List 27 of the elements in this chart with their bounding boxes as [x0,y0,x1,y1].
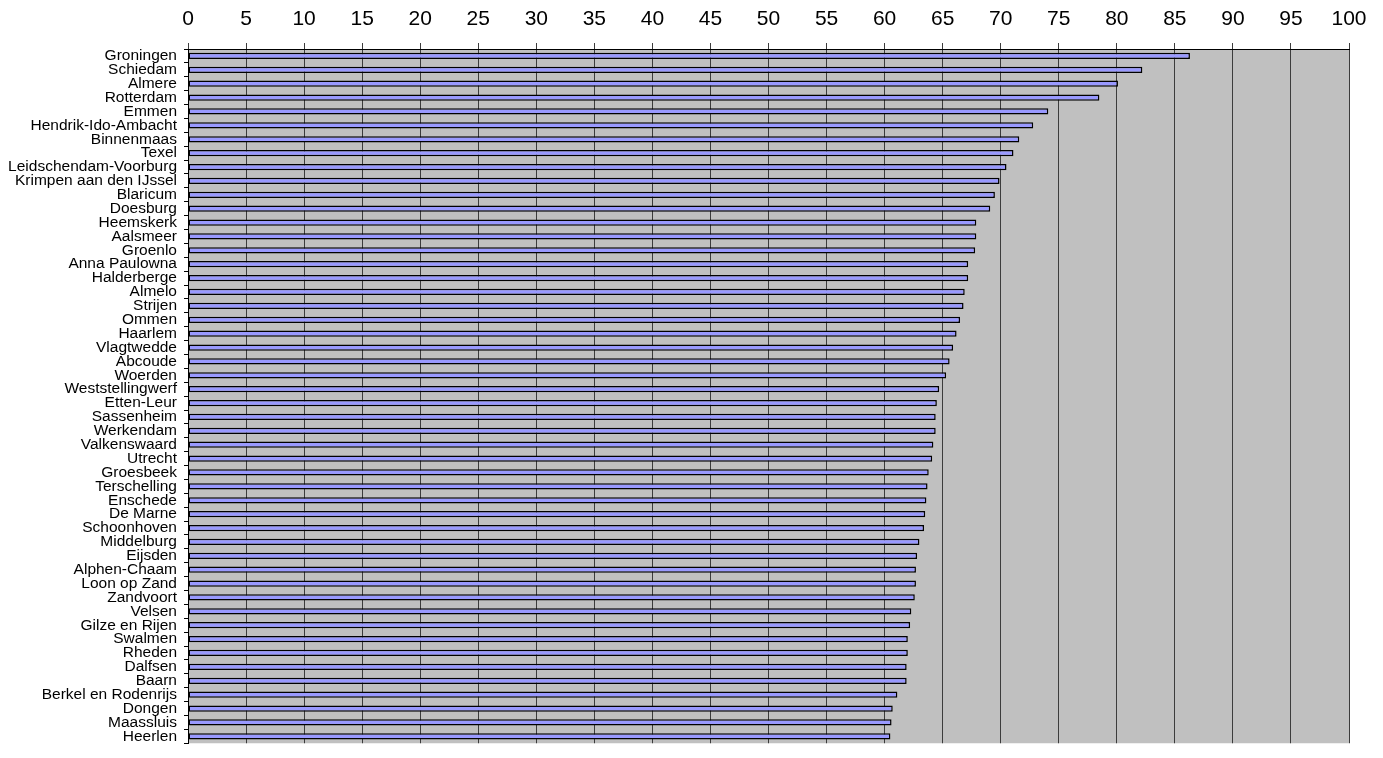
x-tick-label: 10 [292,6,316,30]
x-tick-label: 80 [1105,6,1129,30]
x-tick-label: 5 [240,6,252,30]
x-tick-label: 0 [182,6,194,30]
x-tick-label: 20 [408,6,432,30]
x-tick-label: 55 [814,6,839,30]
x-tick-label: 45 [698,6,723,30]
y-tick-label: Blaricum [116,185,177,203]
y-tick-label: Strijen [133,296,177,314]
x-tick-label: 35 [582,6,607,30]
x-tick-label: 95 [1279,6,1303,30]
x-tick-label: 90 [1221,6,1245,30]
x-tick-label: 70 [989,6,1013,30]
y-tick-label: Haarlem [118,323,177,341]
x-tick-label: 40 [640,6,665,30]
x-tick-label: 60 [872,6,897,30]
x-tick-label: 25 [466,6,490,30]
x-tick-label: 15 [350,6,374,30]
x-tick-label: 65 [930,6,955,30]
y-tick-label: Groningen [104,46,177,64]
x-tick-label: 75 [1047,6,1071,30]
x-tick-label: 50 [756,6,781,30]
x-tick-label: 85 [1163,6,1187,30]
y-tick-label: Velsen [130,601,177,619]
x-tick-label: 30 [524,6,548,30]
x-tick-label: 100 [1331,6,1367,30]
y-tick-label: Heerlen [122,726,177,744]
